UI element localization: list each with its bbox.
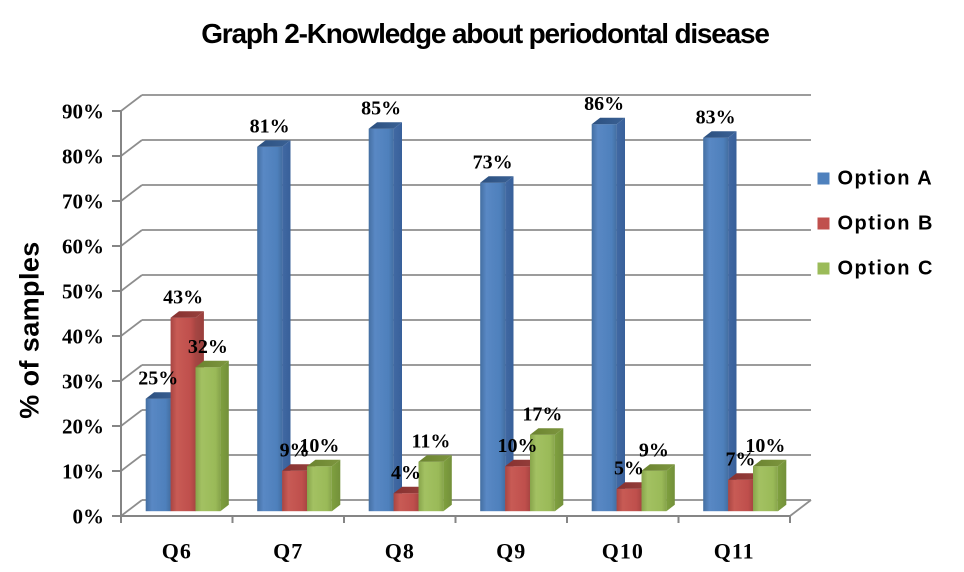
svg-text:32%: 32% bbox=[188, 336, 228, 358]
svg-text:90%: 90% bbox=[62, 100, 104, 124]
svg-text:Q11: Q11 bbox=[714, 539, 755, 564]
svg-text:11%: 11% bbox=[411, 430, 450, 452]
svg-text:% of samples: % of samples bbox=[15, 241, 45, 418]
svg-text:Option C: Option C bbox=[838, 257, 934, 279]
svg-text:70%: 70% bbox=[62, 190, 104, 214]
svg-text:81%: 81% bbox=[250, 115, 290, 137]
svg-text:40%: 40% bbox=[62, 325, 104, 349]
svg-text:Q9: Q9 bbox=[496, 539, 526, 564]
svg-text:Q10: Q10 bbox=[602, 539, 644, 564]
svg-text:85%: 85% bbox=[361, 97, 401, 119]
svg-text:Q6: Q6 bbox=[162, 539, 192, 564]
svg-text:10%: 10% bbox=[498, 435, 538, 457]
svg-text:50%: 50% bbox=[62, 280, 104, 304]
svg-text:Option B: Option B bbox=[838, 212, 934, 234]
svg-text:60%: 60% bbox=[62, 235, 104, 259]
svg-text:9%: 9% bbox=[280, 439, 310, 461]
svg-text:4%: 4% bbox=[391, 462, 421, 484]
svg-text:5%: 5% bbox=[614, 457, 644, 479]
svg-text:43%: 43% bbox=[163, 286, 203, 308]
svg-text:9%: 9% bbox=[639, 439, 669, 461]
svg-text:10%: 10% bbox=[62, 460, 104, 484]
svg-text:7%: 7% bbox=[726, 448, 756, 470]
svg-text:0%: 0% bbox=[73, 505, 105, 529]
svg-text:25%: 25% bbox=[138, 367, 178, 389]
svg-text:10%: 10% bbox=[745, 435, 785, 457]
svg-text:Q7: Q7 bbox=[273, 539, 303, 564]
svg-text:Option A: Option A bbox=[838, 167, 934, 189]
svg-text:17%: 17% bbox=[522, 403, 562, 425]
svg-text:73%: 73% bbox=[473, 151, 513, 173]
svg-text:20%: 20% bbox=[62, 415, 104, 439]
svg-text:Graph 2-Knowledge about period: Graph 2-Knowledge about periodontal dise… bbox=[201, 18, 769, 49]
svg-text:80%: 80% bbox=[62, 145, 104, 169]
svg-text:30%: 30% bbox=[62, 370, 104, 394]
svg-text:10%: 10% bbox=[299, 435, 339, 457]
svg-text:83%: 83% bbox=[696, 106, 736, 128]
svg-text:Q8: Q8 bbox=[385, 539, 415, 564]
svg-text:86%: 86% bbox=[584, 93, 624, 115]
